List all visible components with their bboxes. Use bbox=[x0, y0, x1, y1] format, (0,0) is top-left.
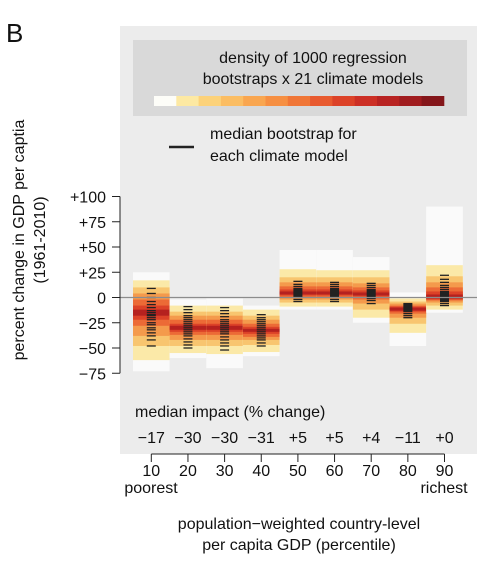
median-impact-label: +0 bbox=[435, 430, 453, 447]
model-median-ticks bbox=[146, 274, 449, 351]
legend-color-swatch bbox=[354, 96, 378, 106]
legend-color-swatch bbox=[154, 96, 177, 106]
median-impact-label: +5 bbox=[289, 430, 307, 447]
x-tick-label: 50 bbox=[289, 463, 307, 480]
legend-color-swatch bbox=[243, 96, 266, 106]
median-impact-label: −31 bbox=[248, 430, 275, 447]
median-impact-label: −17 bbox=[138, 430, 165, 447]
x-tick-label: 40 bbox=[252, 463, 270, 480]
legend-color-swatch bbox=[399, 96, 422, 106]
legend-color-swatch bbox=[198, 96, 222, 106]
x-axis-label-2: per capita GDP (percentile) bbox=[202, 537, 396, 554]
y-tick-label: +100 bbox=[70, 190, 106, 207]
median-impact-values: −17 −30 −30 −31 +5 +5 +4 −11 +0 bbox=[138, 430, 454, 447]
x-tick-label: 90 bbox=[436, 463, 454, 480]
legend-color-swatch bbox=[332, 96, 356, 106]
legend-median-label-1: median bootstrap for bbox=[210, 126, 357, 143]
y-tick-label: −25 bbox=[79, 316, 106, 333]
legend-colorbar bbox=[154, 96, 445, 106]
median-impact-label: −30 bbox=[211, 430, 238, 447]
y-tick-label: −50 bbox=[79, 341, 106, 358]
x-tick-label: 20 bbox=[179, 463, 197, 480]
legend-density-title-1: density of 1000 regression bbox=[219, 50, 407, 67]
legend-color-swatch bbox=[265, 96, 289, 106]
legend-color-swatch bbox=[220, 96, 244, 106]
y-tick-label: +75 bbox=[79, 215, 106, 232]
legend-color-swatch bbox=[310, 96, 333, 106]
y-tick-label: −75 bbox=[79, 366, 106, 383]
median-impact-title: median impact (% change) bbox=[135, 404, 325, 421]
x-axis: 10 20 30 40 50 60 70 80 90 bbox=[142, 453, 454, 480]
median-impact-label: +4 bbox=[362, 430, 380, 447]
y-axis: +100 +75 +50 +25 0 −25 −50 −75 bbox=[70, 190, 121, 383]
x-tick-label: 60 bbox=[326, 463, 344, 480]
legend-density-title-2: bootstraps x 21 climate models bbox=[203, 71, 424, 88]
legend-color-swatch bbox=[287, 96, 311, 106]
legend-color-swatch bbox=[176, 96, 199, 106]
y-tick-label: +50 bbox=[79, 240, 106, 257]
x-end-label-richest: richest bbox=[420, 480, 468, 497]
y-axis-label-2: (1961-2010) bbox=[32, 196, 49, 283]
x-end-label-poorest: poorest bbox=[124, 480, 178, 497]
legend-color-swatch bbox=[421, 96, 445, 106]
median-impact-label: +5 bbox=[325, 430, 343, 447]
x-tick-label: 10 bbox=[142, 463, 160, 480]
x-tick-label: 80 bbox=[399, 463, 417, 480]
legend: density of 1000 regression bootstraps x … bbox=[133, 40, 467, 165]
legend-median-label-2: each climate model bbox=[210, 148, 348, 165]
median-impact-label: −11 bbox=[395, 430, 421, 447]
y-tick-label: 0 bbox=[97, 291, 106, 308]
y-tick-label: +25 bbox=[79, 265, 106, 282]
panel-label: B bbox=[6, 18, 23, 48]
x-tick-label: 70 bbox=[362, 463, 380, 480]
x-axis-label-1: population−weighted country-level bbox=[178, 516, 420, 533]
x-tick-label: 30 bbox=[216, 463, 234, 480]
y-axis-label-1: percent change in GDP per captia bbox=[11, 120, 28, 361]
legend-color-swatch bbox=[377, 96, 400, 106]
median-impact-label: −30 bbox=[174, 430, 201, 447]
